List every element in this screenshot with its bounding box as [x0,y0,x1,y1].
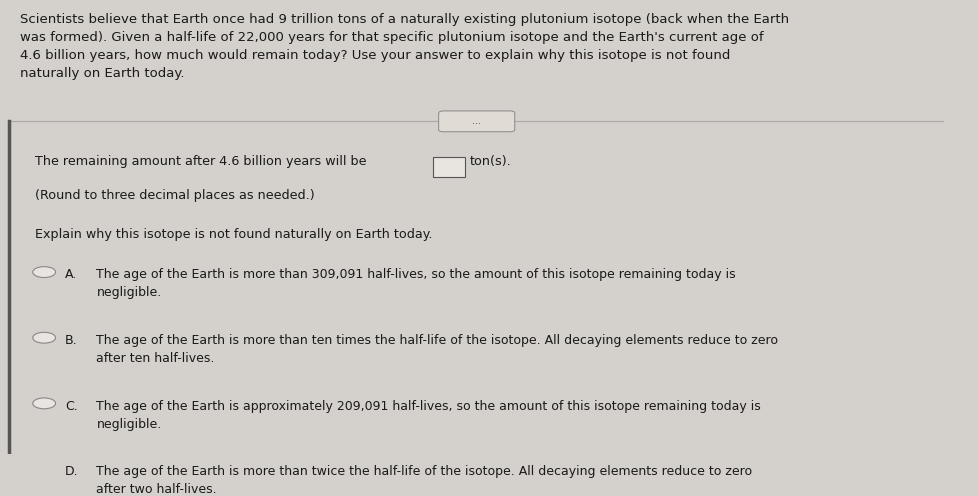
Text: The age of the Earth is more than ten times the half-life of the isotope. All de: The age of the Earth is more than ten ti… [97,334,778,365]
Text: D.: D. [65,465,78,478]
Text: The age of the Earth is more than twice the half-life of the isotope. All decayi: The age of the Earth is more than twice … [97,465,752,496]
Text: Explain why this isotope is not found naturally on Earth today.: Explain why this isotope is not found na… [34,228,431,241]
Text: (Round to three decimal places as needed.): (Round to three decimal places as needed… [34,189,314,202]
Text: ...: ... [471,117,481,126]
Text: The age of the Earth is approximately 209,091 half-lives, so the amount of this : The age of the Earth is approximately 20… [97,400,761,431]
Circle shape [32,464,56,475]
Text: ton(s).: ton(s). [469,155,511,168]
Text: C.: C. [65,400,78,413]
Text: The remaining amount after 4.6 billion years will be: The remaining amount after 4.6 billion y… [34,155,366,168]
Circle shape [32,332,56,343]
Circle shape [32,267,56,278]
FancyBboxPatch shape [432,157,465,177]
Circle shape [32,398,56,409]
Text: The age of the Earth is more than 309,091 half-lives, so the amount of this isot: The age of the Earth is more than 309,09… [97,268,735,300]
Text: Scientists believe that Earth once had 9 trillion tons of a naturally existing p: Scientists believe that Earth once had 9… [21,13,788,80]
Text: B.: B. [65,334,77,347]
Text: A.: A. [65,268,77,281]
FancyBboxPatch shape [438,111,514,132]
